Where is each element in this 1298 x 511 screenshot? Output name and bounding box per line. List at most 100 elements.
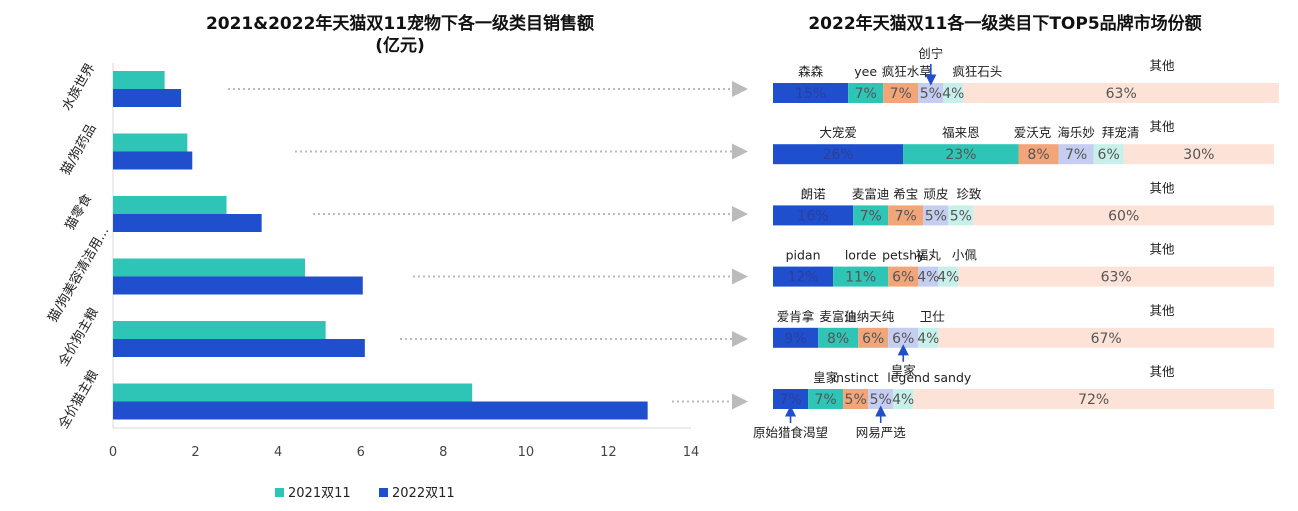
x-tick-label: 12: [600, 445, 617, 460]
share-segment: [843, 389, 869, 409]
brand-label: 其他: [1149, 242, 1175, 257]
share-percent-label: 7%: [779, 392, 801, 408]
share-segment: [853, 205, 889, 226]
brand-label: 其他: [1149, 180, 1175, 195]
share-segment: [888, 266, 919, 287]
share-percent-label: 8%: [827, 331, 849, 347]
share-percent-label: 9%: [784, 331, 806, 347]
left-bars: [113, 71, 648, 420]
bar-2021: [113, 321, 326, 339]
share-percent-label: 26%: [823, 147, 854, 163]
share-percent-label: 8%: [1027, 147, 1049, 163]
share-percent-label: 7%: [1065, 147, 1087, 163]
legend-swatch: [379, 488, 388, 497]
share-percent-label: 5%: [925, 208, 947, 224]
bar-2021: [113, 133, 188, 152]
bar-2021: [113, 383, 473, 402]
share-percent-label: 63%: [1106, 86, 1137, 102]
left-chart-title: 2021&2022年天猫双11宠物下各一级类目销售额: [206, 13, 594, 34]
share-segment: [918, 327, 939, 348]
legend-label: 2021双11: [288, 486, 351, 501]
brand-label: 疯狂石头: [952, 64, 1002, 79]
share-segment: [943, 83, 964, 103]
share-segment: [913, 389, 1274, 409]
left-chart-subtitle: (亿元): [375, 35, 425, 56]
share-percent-label: 4%: [917, 270, 939, 286]
share-segment: [773, 327, 819, 348]
share-percent-label: 72%: [1078, 392, 1109, 408]
brand-label: 福丸: [916, 248, 942, 263]
brand-label: 原始猎食渴望: [753, 425, 828, 440]
share-percent-label: 67%: [1091, 331, 1122, 347]
brand-label: 小佩: [952, 248, 978, 263]
share-percent-label: 5%: [920, 86, 942, 102]
category-label: 水族世界: [59, 60, 99, 113]
bar-2022: [113, 89, 182, 107]
share-percent-label: 63%: [1101, 270, 1132, 286]
brand-label: 创宁: [918, 46, 943, 61]
share-segment: [833, 266, 889, 287]
share-percent-label: 5%: [870, 392, 892, 408]
share-segment: [918, 266, 939, 287]
share-percent-label: 4%: [937, 270, 959, 286]
bar-2022: [113, 151, 193, 170]
share-percent-label: 5%: [950, 208, 972, 224]
share-percent-label: 7%: [890, 86, 912, 102]
left-gridlines: [112, 63, 691, 429]
share-percent-label: 4%: [917, 331, 939, 347]
brand-label: instinct: [833, 370, 879, 385]
brand-label: petshy: [882, 248, 925, 263]
category-label: 猫/狗美容清洁用...: [45, 224, 113, 325]
brand-label: 海乐妙: [1057, 125, 1095, 140]
share-segment: [888, 327, 919, 348]
brand-label: 森森: [798, 64, 824, 79]
share-segment: [938, 327, 1274, 348]
share-percent-label: 16%: [798, 208, 829, 224]
left-x-tick-labels: 0 2 4 6 8 10 12 14: [109, 445, 699, 460]
share-segment: [808, 389, 844, 409]
brand-label: 其他: [1149, 119, 1175, 134]
share-segment: [1018, 144, 1059, 165]
category-label: 全价猫主粮: [55, 367, 101, 431]
share-segment: [1123, 144, 1274, 165]
brand-label: 皇家: [891, 363, 917, 378]
share-segment: [923, 205, 949, 226]
category-label: 猫零食: [62, 191, 95, 233]
brand-label: 爱肯拿: [777, 309, 815, 324]
brand-label: 福来恩: [942, 125, 980, 140]
brand-label: 卫仕: [920, 309, 946, 324]
share-segment: [903, 144, 1019, 165]
brand-label: 朗诺: [801, 186, 826, 201]
brand-label: 伯纳天纯: [844, 309, 895, 324]
share-segment: [868, 389, 894, 409]
brand-label: lorde: [845, 248, 877, 263]
share-percent-label: 23%: [945, 147, 976, 163]
brand-label: 网易严选: [856, 425, 907, 440]
share-segment: [818, 327, 859, 348]
share-segment: [883, 83, 919, 103]
share-percent-label: 4%: [942, 86, 964, 102]
legend-label: 2022双11: [392, 486, 455, 501]
share-segment: [858, 327, 889, 348]
share-percent-label: 15%: [795, 86, 826, 102]
brand-label: legend sandy: [887, 370, 972, 385]
brand-label: pidan: [786, 248, 821, 263]
share-percent-label: 6%: [892, 331, 914, 347]
share-percent-label: 30%: [1183, 147, 1214, 163]
brand-label: 麦富迪: [819, 309, 857, 324]
share-percent-label: 7%: [860, 208, 882, 224]
brand-label: 大宠爱: [819, 125, 857, 140]
x-tick-label: 10: [518, 445, 535, 460]
brand-label: 疯狂水草: [882, 64, 932, 79]
right-chart-title: 2022年天猫双11各一级类目下TOP5品牌市场份额: [808, 13, 1201, 34]
share-segment: [773, 266, 834, 287]
share-segment: [963, 83, 1280, 103]
brand-label: 顽皮: [923, 186, 948, 201]
bar-2021: [113, 258, 305, 277]
x-tick-label: 2: [191, 445, 199, 460]
share-segment: [948, 205, 974, 226]
legend-swatch: [275, 488, 284, 497]
